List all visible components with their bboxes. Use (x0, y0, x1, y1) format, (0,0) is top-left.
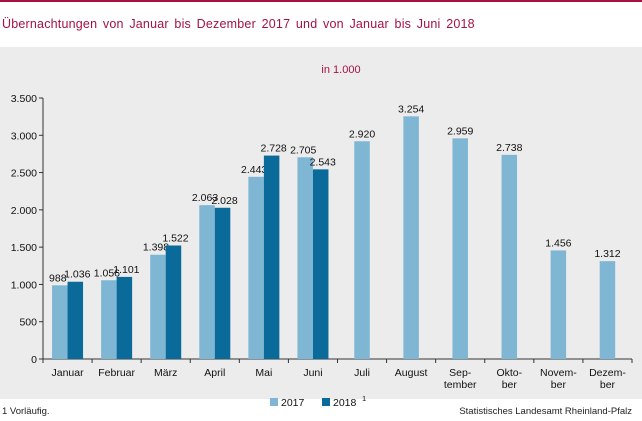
bar-2018 (214, 207, 231, 359)
bar-2017 (248, 176, 264, 359)
data-label-2018: 2.543 (310, 156, 336, 168)
x-category-label: Okto- (496, 367, 522, 379)
x-category-label: Februar (98, 367, 135, 379)
bar-2017 (52, 285, 68, 359)
data-label-2017: 1.398 (143, 242, 169, 254)
data-label-2018: 1.036 (64, 269, 90, 281)
footnote: 1 Vorläufig. (2, 406, 50, 417)
data-label-2018: 2.028 (211, 195, 237, 207)
data-label-2018: 1.522 (162, 233, 188, 245)
bar-2017 (297, 157, 313, 359)
bar-2017 (101, 280, 117, 359)
bar-2017 (403, 116, 419, 359)
y-tick-label: 3.500 (11, 93, 37, 105)
data-label-2018: 2.728 (260, 143, 286, 155)
x-category-label: Januar (51, 367, 84, 379)
x-category-label: Novem- (540, 367, 577, 379)
data-label-2017: 988 (49, 272, 67, 284)
y-tick-label: 1.500 (11, 242, 37, 254)
bar-2018 (263, 155, 280, 359)
top-accent-line (0, 0, 642, 2)
legend-swatch-2018 (322, 398, 330, 406)
y-tick-label: 2.000 (11, 205, 37, 217)
data-label-2017: 2.920 (349, 128, 375, 140)
bar-2017 (150, 254, 166, 359)
x-category-label: August (395, 367, 428, 379)
y-tick-label: 500 (19, 317, 37, 329)
y-tick-label: 3.000 (11, 130, 37, 142)
data-label-2017: 1.056 (94, 267, 120, 279)
x-category-label: März (154, 367, 177, 379)
x-category-label: Juli (354, 367, 370, 379)
x-category-label: ber (551, 379, 567, 391)
data-label-2017: 1.456 (545, 237, 571, 249)
x-category-label: tember (444, 379, 477, 391)
source-note: Statistisches Landesamt Rheinland-Pfalz (459, 406, 632, 417)
legend-swatch-2017 (270, 398, 278, 406)
bar-2018 (312, 169, 329, 359)
chart-title: Übernachtungen von Januar bis Dezember 2… (2, 17, 475, 31)
x-category-label: ber (502, 379, 518, 391)
legend-footnote-marker: 1 (362, 394, 366, 403)
bar-2017 (599, 261, 616, 359)
x-category-label: Sep- (449, 367, 472, 379)
bar-2017 (550, 250, 567, 359)
bar-2017 (501, 154, 518, 359)
x-category-label: Dezem- (589, 367, 626, 379)
y-tick-label: 2.500 (11, 168, 37, 180)
legend-label-2017: 2017 (281, 397, 305, 409)
data-label-2017: 1.312 (594, 248, 620, 260)
y-tick-label: 1.000 (11, 279, 37, 291)
bar-2017 (199, 205, 215, 359)
data-label-2017: 2.063 (192, 192, 218, 204)
x-category-label: April (204, 367, 225, 379)
legend-label-2018: 2018 (333, 397, 357, 409)
bar-2018 (165, 245, 182, 359)
data-label-2017: 2.959 (447, 125, 473, 137)
y-tick-label: 0 (31, 354, 37, 366)
x-category-label: Juni (303, 367, 322, 379)
data-label-2017: 2.705 (290, 144, 316, 156)
bar-2017 (452, 138, 468, 359)
bar-2018 (116, 276, 133, 359)
data-label-2017: 2.738 (496, 142, 522, 154)
x-category-label: ber (600, 379, 616, 391)
bar-2017 (354, 141, 370, 359)
data-label-2017: 3.254 (398, 103, 424, 115)
bar-2018 (67, 281, 84, 359)
data-label-2018: 1.101 (113, 264, 139, 276)
data-label-2017: 2.443 (241, 164, 267, 176)
x-category-label: Mai (255, 367, 272, 379)
chart-subtitle: in 1.000 (321, 64, 360, 76)
